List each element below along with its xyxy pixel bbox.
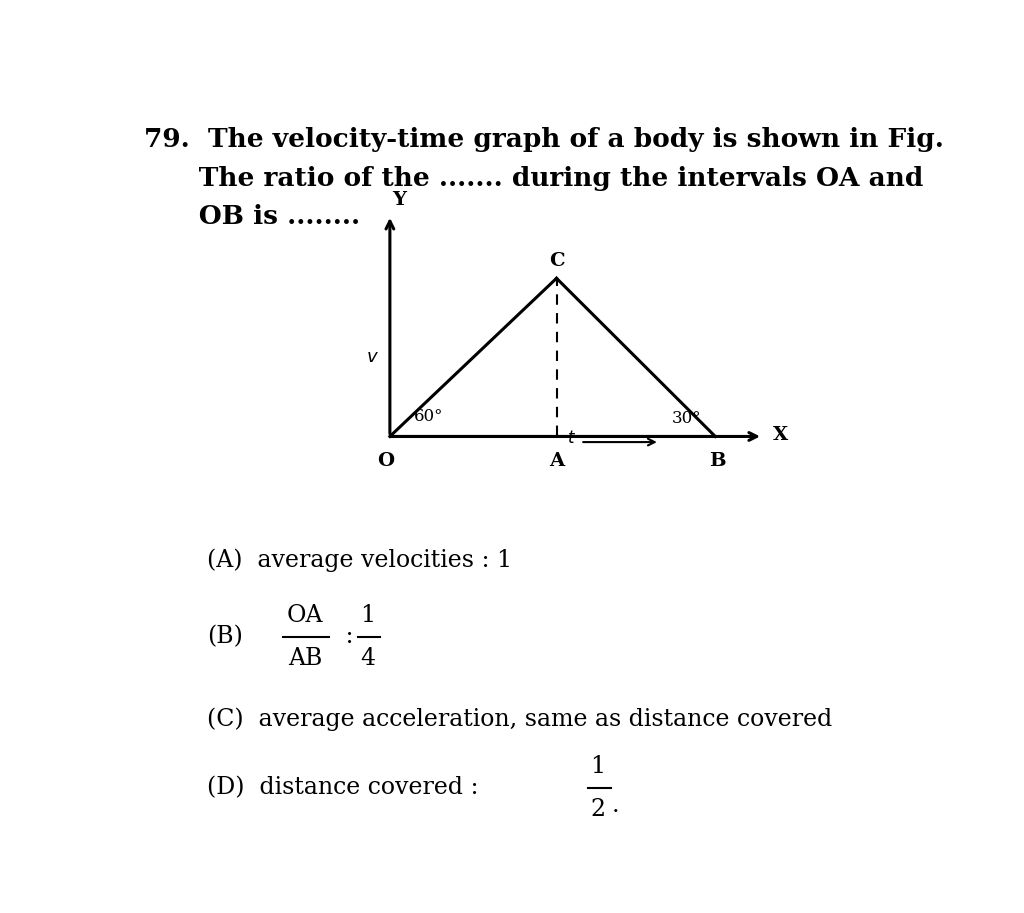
Text: A: A	[549, 452, 564, 470]
Text: $t$: $t$	[567, 430, 577, 447]
Text: 60°: 60°	[414, 408, 443, 425]
Text: C: C	[549, 252, 564, 270]
Text: 2: 2	[590, 798, 605, 821]
Text: AB: AB	[288, 646, 323, 669]
Text: :: :	[338, 625, 361, 648]
Text: X: X	[772, 426, 787, 444]
Text: (C)  average acceleration, same as distance covered: (C) average acceleration, same as distan…	[207, 707, 833, 730]
Text: O: O	[378, 452, 394, 470]
Text: 4: 4	[360, 646, 375, 669]
Text: OB is ........: OB is ........	[143, 205, 360, 229]
Text: 1: 1	[590, 755, 605, 778]
Text: (D)  distance covered :: (D) distance covered :	[207, 776, 486, 800]
Text: OA: OA	[287, 604, 324, 627]
Text: 30°: 30°	[672, 410, 701, 427]
Text: .: .	[612, 794, 620, 817]
Text: 79.  The velocity-time graph of a body is shown in Fig.: 79. The velocity-time graph of a body is…	[143, 127, 944, 152]
Text: The ratio of the ....... during the intervals OA and: The ratio of the ....... during the inte…	[143, 166, 924, 191]
Text: B: B	[710, 452, 726, 470]
Text: $v$: $v$	[366, 349, 379, 366]
Text: (B): (B)	[207, 625, 244, 648]
Text: (A)  average velocities : 1: (A) average velocities : 1	[207, 549, 512, 572]
Text: 1: 1	[360, 604, 375, 627]
Text: Y: Y	[392, 192, 407, 209]
